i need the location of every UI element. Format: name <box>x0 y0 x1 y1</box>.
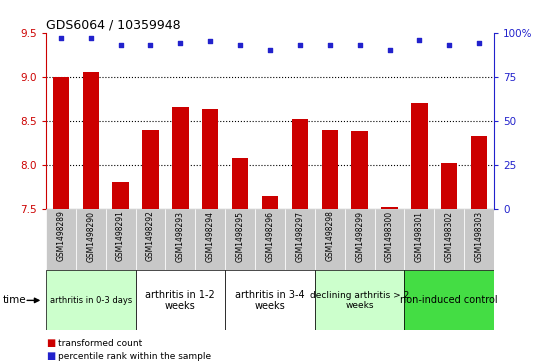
Bar <box>165 209 195 270</box>
Bar <box>404 270 494 330</box>
Text: GSM1498297: GSM1498297 <box>295 211 305 262</box>
Bar <box>106 209 136 270</box>
Point <box>146 42 155 48</box>
Bar <box>315 209 345 270</box>
Bar <box>225 209 255 270</box>
Bar <box>464 209 494 270</box>
Bar <box>411 103 428 209</box>
Point <box>475 40 483 46</box>
Bar <box>46 209 76 270</box>
Point <box>415 37 424 42</box>
Bar <box>471 136 488 209</box>
Text: GSM1498291: GSM1498291 <box>116 211 125 261</box>
Bar <box>46 270 136 330</box>
Bar <box>345 209 375 270</box>
Bar <box>315 270 404 330</box>
Text: arthritis in 3-4
weeks: arthritis in 3-4 weeks <box>235 290 305 311</box>
Text: GSM1498292: GSM1498292 <box>146 211 155 261</box>
Bar <box>195 209 225 270</box>
Bar <box>375 209 404 270</box>
Text: ■: ■ <box>46 351 55 362</box>
Point <box>116 42 125 48</box>
Text: arthritis in 0-3 days: arthritis in 0-3 days <box>50 296 132 305</box>
Text: GSM1498295: GSM1498295 <box>235 211 245 262</box>
Point <box>236 42 245 48</box>
Bar <box>202 109 219 209</box>
Text: GSM1498290: GSM1498290 <box>86 211 95 262</box>
Point <box>57 35 65 41</box>
Bar <box>225 270 315 330</box>
Point <box>86 35 95 41</box>
Bar <box>255 209 285 270</box>
Text: arthritis in 1-2
weeks: arthritis in 1-2 weeks <box>145 290 215 311</box>
Text: GSM1498289: GSM1498289 <box>56 211 65 261</box>
Bar <box>352 131 368 209</box>
Text: GSM1498303: GSM1498303 <box>475 211 484 262</box>
Bar <box>52 77 69 209</box>
Point <box>326 42 334 48</box>
Bar <box>441 163 457 209</box>
Text: GSM1498293: GSM1498293 <box>176 211 185 262</box>
Text: GSM1498296: GSM1498296 <box>266 211 274 262</box>
Bar <box>172 107 188 209</box>
Text: ■: ■ <box>46 338 55 348</box>
Bar <box>136 209 165 270</box>
Bar <box>232 158 248 209</box>
Bar <box>321 130 338 209</box>
Text: GSM1498301: GSM1498301 <box>415 211 424 262</box>
Bar <box>76 209 106 270</box>
Text: GSM1498302: GSM1498302 <box>445 211 454 262</box>
Text: transformed count: transformed count <box>58 339 143 347</box>
Bar <box>285 209 315 270</box>
Bar <box>136 270 225 330</box>
Text: time: time <box>3 295 26 305</box>
Point <box>206 38 214 44</box>
Bar <box>404 209 434 270</box>
Point <box>266 48 274 53</box>
Bar <box>112 182 129 209</box>
Bar <box>381 207 398 209</box>
Bar <box>262 196 278 209</box>
Text: GSM1498299: GSM1498299 <box>355 211 364 262</box>
Text: non-induced control: non-induced control <box>401 295 498 305</box>
Point <box>355 42 364 48</box>
Point <box>445 42 454 48</box>
Bar <box>142 130 159 209</box>
Text: declining arthritis > 2
weeks: declining arthritis > 2 weeks <box>310 291 409 310</box>
Text: GSM1498294: GSM1498294 <box>206 211 215 262</box>
Bar <box>292 119 308 209</box>
Bar <box>83 72 99 209</box>
Text: GDS6064 / 10359948: GDS6064 / 10359948 <box>46 19 180 32</box>
Text: GSM1498298: GSM1498298 <box>325 211 334 261</box>
Text: GSM1498300: GSM1498300 <box>385 211 394 262</box>
Text: percentile rank within the sample: percentile rank within the sample <box>58 352 212 361</box>
Bar <box>434 209 464 270</box>
Point <box>385 48 394 53</box>
Point <box>176 40 185 46</box>
Point <box>295 42 304 48</box>
